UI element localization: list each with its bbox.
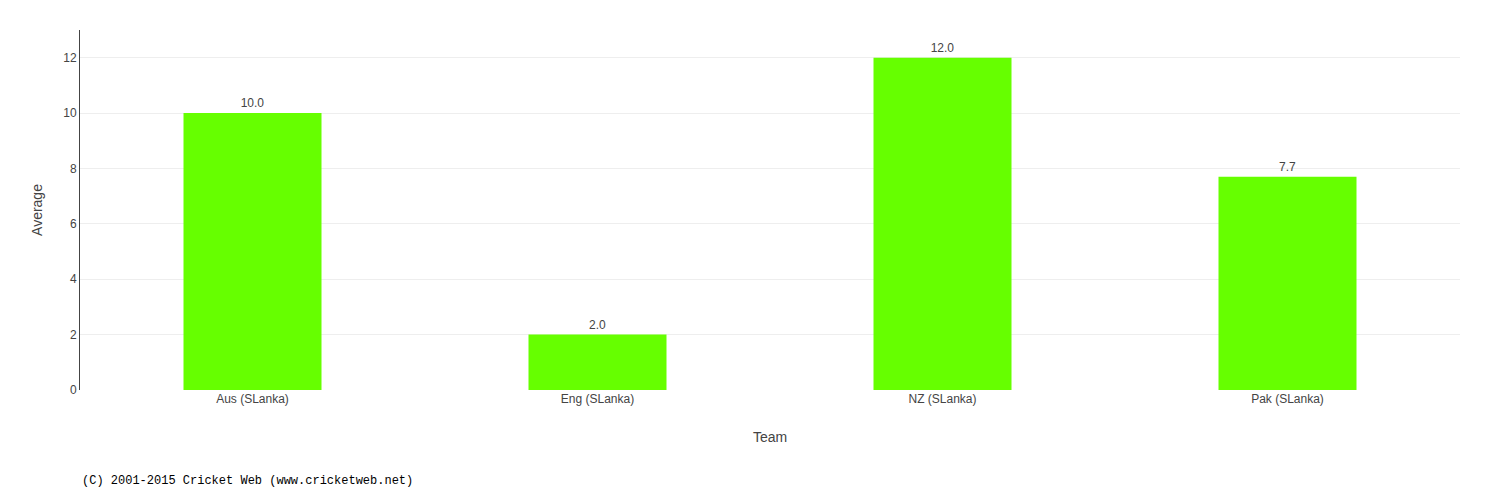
svg-text:(C) 2001-2015 Cricket Web (www: (C) 2001-2015 Cricket Web (www.cricketwe…: [82, 474, 413, 488]
svg-text:12: 12: [63, 51, 77, 65]
svg-text:0: 0: [70, 383, 77, 397]
svg-text:Pak (SLanka): Pak (SLanka): [1251, 392, 1324, 406]
svg-text:NZ (SLanka): NZ (SLanka): [908, 392, 976, 406]
svg-text:Eng (SLanka): Eng (SLanka): [561, 392, 634, 406]
svg-text:2: 2: [70, 328, 77, 342]
svg-text:12.0: 12.0: [931, 41, 955, 55]
svg-text:4: 4: [70, 272, 77, 286]
svg-text:Aus (SLanka): Aus (SLanka): [216, 392, 289, 406]
svg-text:2.0: 2.0: [589, 318, 606, 332]
svg-text:10.0: 10.0: [241, 96, 265, 110]
svg-text:6: 6: [70, 217, 77, 231]
svg-text:Team: Team: [753, 429, 787, 445]
svg-text:Average: Average: [29, 184, 45, 236]
svg-text:8: 8: [70, 162, 77, 176]
svg-text:10: 10: [63, 106, 77, 120]
svg-text:7.7: 7.7: [1279, 160, 1296, 174]
